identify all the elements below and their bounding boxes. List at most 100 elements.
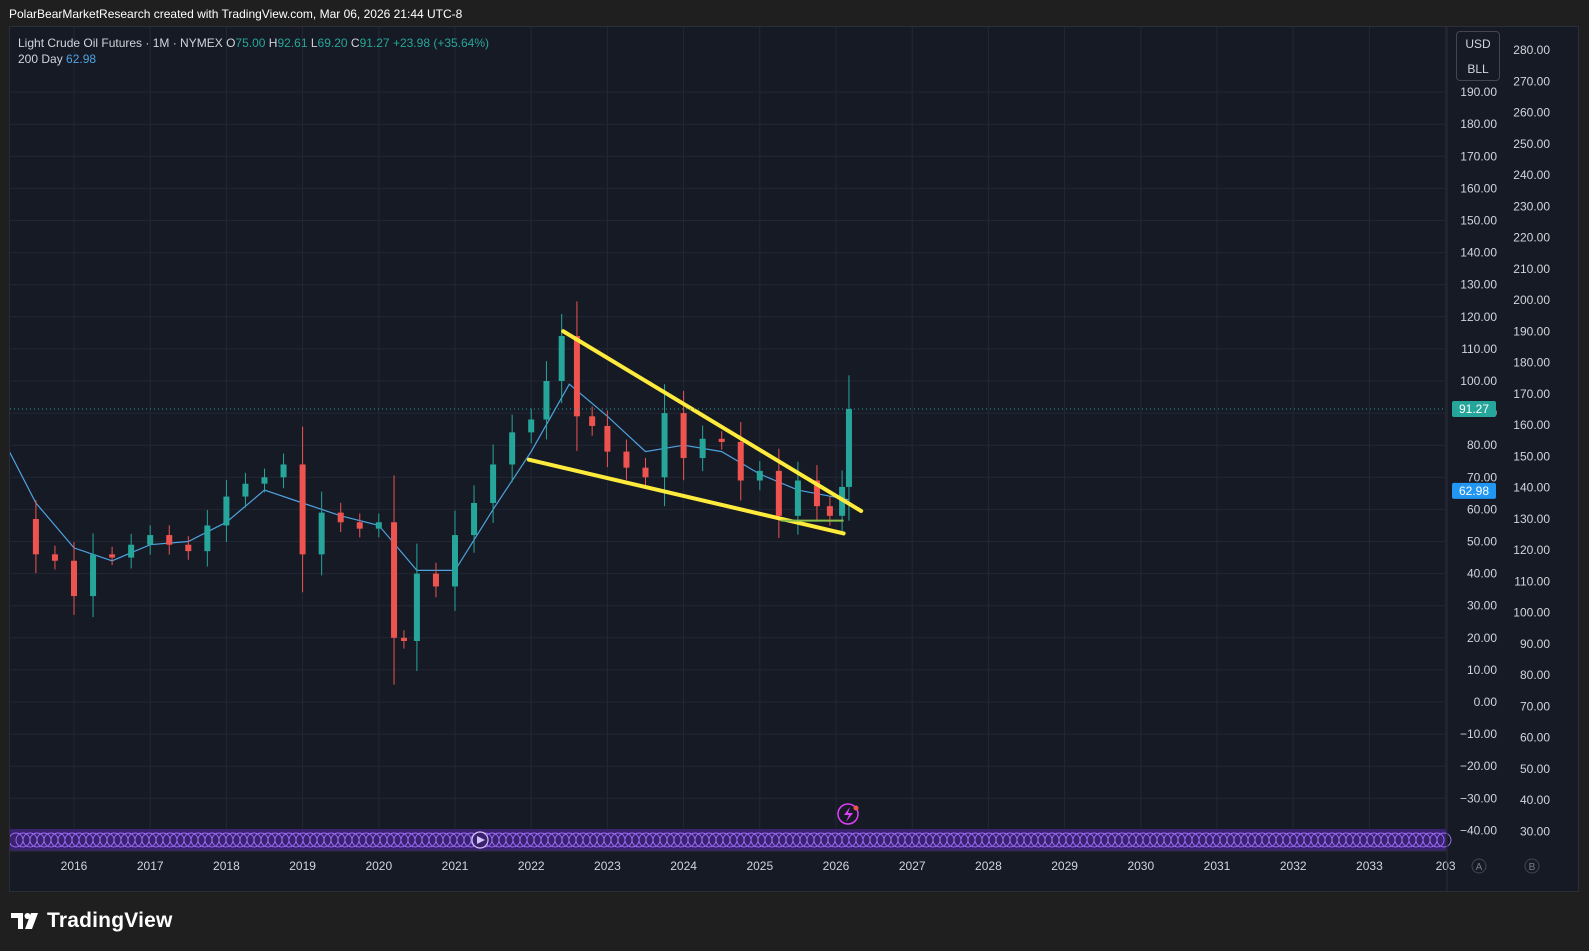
candle-body <box>718 438 725 442</box>
legend-row-ohlc: Light Crude Oil Futures · 1M · NYMEX O75… <box>18 35 489 51</box>
y-tick-label-left: −30.00 <box>1460 791 1497 805</box>
x-tick-label: 2033 <box>1356 859 1383 873</box>
candle-body <box>128 544 135 558</box>
candle-body <box>452 535 458 587</box>
candle-body <box>204 525 211 552</box>
y-tick-label-left: 60.00 <box>1467 502 1497 516</box>
legend-open: 75.00 <box>235 36 266 50</box>
y-tick-label-right: 40.00 <box>1520 793 1550 807</box>
candle-body <box>737 441 744 481</box>
y-tick-label-right: 110.00 <box>1514 574 1550 588</box>
x-tick-label: 2022 <box>518 859 545 873</box>
y-tick-label-left: −20.00 <box>1460 759 1497 773</box>
tradingview-logo-icon <box>11 913 38 929</box>
y-tick-label-right: 180.00 <box>1513 356 1550 370</box>
lightning-event-icon-glyph <box>844 807 853 822</box>
chart-pane[interactable]: 2016 2017 2018 2019 2020 2021 2022 2023 2024 2025… <box>9 26 1579 892</box>
y-tick-label-right: 140.00 <box>1513 481 1550 495</box>
y-tick-label-left: 20.00 <box>1467 631 1497 645</box>
candle-body <box>299 464 306 555</box>
candle-body <box>756 470 763 481</box>
play-icon-glyph <box>477 836 485 844</box>
event-marker-icon <box>1436 832 1452 848</box>
y-tick-label-right: 280.00 <box>1513 43 1550 57</box>
y-tick-label-left: 40.00 <box>1467 567 1497 581</box>
candle-body <box>623 451 630 468</box>
candle-body <box>490 464 497 503</box>
y-tick-label-right: 50.00 <box>1520 762 1550 776</box>
event-strip <box>10 829 1446 851</box>
x-tick-label: 2025 <box>746 859 773 873</box>
candle-body <box>845 409 852 487</box>
candle-body <box>509 432 516 465</box>
notification-dot-icon <box>853 805 859 811</box>
x-tick-label: 2017 <box>137 859 164 873</box>
chart-legend: Light Crude Oil Futures · 1M · NYMEX O75… <box>18 35 489 67</box>
x-tick-label: 2024 <box>670 859 697 873</box>
legend-symbol: Light Crude Oil Futures · 1M · NYMEX <box>18 36 223 50</box>
y-tick-label-right: 190.00 <box>1513 324 1550 338</box>
y-tick-label-left: 100.00 <box>1460 374 1497 388</box>
candle-body <box>51 554 58 561</box>
unit-label[interactable]: BLL <box>1467 62 1489 76</box>
y-tick-label-left: 110.00 <box>1461 342 1497 356</box>
candle-body <box>109 554 116 558</box>
candle-body <box>432 573 439 587</box>
legend-ma-value: 62.98 <box>66 52 97 66</box>
candle-body <box>375 522 382 529</box>
auto-scale-button <box>1471 858 1487 874</box>
x-tick-label: 2030 <box>1127 859 1154 873</box>
x-tick-label: 2023 <box>594 859 621 873</box>
log-scale-label: B <box>1529 862 1536 873</box>
candle-body <box>337 512 344 523</box>
x-tick-label: 203 <box>1436 859 1456 873</box>
legend-close: 91.27 <box>359 36 390 50</box>
last-price-badge-label: 91.27 <box>1459 402 1489 416</box>
legend-row-ma: 200 Day 62.98 <box>18 51 489 67</box>
y-tick-label-right: 250.00 <box>1513 137 1550 151</box>
unit-selector[interactable]: USD BLL <box>1456 31 1500 81</box>
y-tick-label-right: 90.00 <box>1520 637 1550 651</box>
legend-close-label: C <box>350 36 360 50</box>
y-tick-label-right: 70.00 <box>1520 699 1550 713</box>
x-tick-label: 2031 <box>1204 859 1231 873</box>
x-tick-label: 2016 <box>61 859 88 873</box>
candle-body <box>528 419 535 433</box>
log-scale-button <box>1524 858 1540 874</box>
candle-body <box>794 480 801 516</box>
candle-body <box>280 464 287 478</box>
candle-body <box>223 496 230 526</box>
candle-body <box>573 336 580 417</box>
legend-high-label: H <box>268 36 278 50</box>
currency-label[interactable]: USD <box>1465 37 1491 51</box>
y-tick-label-right: 60.00 <box>1520 731 1550 745</box>
y-tick-label-left: −10.00 <box>1460 727 1497 741</box>
candle-body <box>661 413 668 478</box>
candle-body <box>775 470 782 516</box>
y-tick-label-left: 140.00 <box>1460 246 1497 260</box>
y-tick-label-left: 80.00 <box>1467 438 1497 452</box>
y-tick-label-right: 200.00 <box>1513 293 1550 307</box>
y-tick-label-right: 150.00 <box>1513 449 1550 463</box>
candle-body <box>147 535 154 545</box>
y-tick-label-right: 100.00 <box>1513 606 1550 620</box>
y-tick-label-right: 230.00 <box>1513 199 1550 213</box>
x-tick-label: 2018 <box>213 859 240 873</box>
legend-low-label: L <box>310 36 318 50</box>
y-tick-label-left: 150.00 <box>1460 214 1497 228</box>
y-tick-label-left: −40.00 <box>1460 823 1497 837</box>
tradingview-brand: TradingView <box>47 909 173 932</box>
y-tick-label-left: 130.00 <box>1460 278 1497 292</box>
price-chart[interactable]: 2016 2017 2018 2019 2020 2021 2022 2023 2024 2025… <box>10 27 1578 891</box>
candle-body <box>400 637 407 642</box>
candle-body <box>318 512 325 555</box>
tradingview-logo[interactable]: TradingView <box>11 908 173 934</box>
candle-body <box>32 519 39 555</box>
ma-value-badge-label: 62.98 <box>1459 484 1489 498</box>
ma-value-badge <box>1452 482 1496 499</box>
x-tick-label: 2029 <box>1051 859 1078 873</box>
candle-body <box>166 535 173 545</box>
auto-scale-label: A <box>1476 862 1483 873</box>
candle-body <box>699 438 706 459</box>
y-tick-label-right: 210.00 <box>1513 262 1550 276</box>
